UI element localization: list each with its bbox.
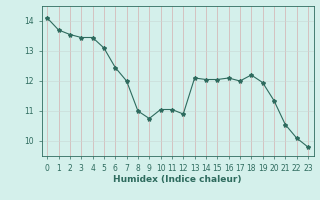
X-axis label: Humidex (Indice chaleur): Humidex (Indice chaleur) <box>113 175 242 184</box>
